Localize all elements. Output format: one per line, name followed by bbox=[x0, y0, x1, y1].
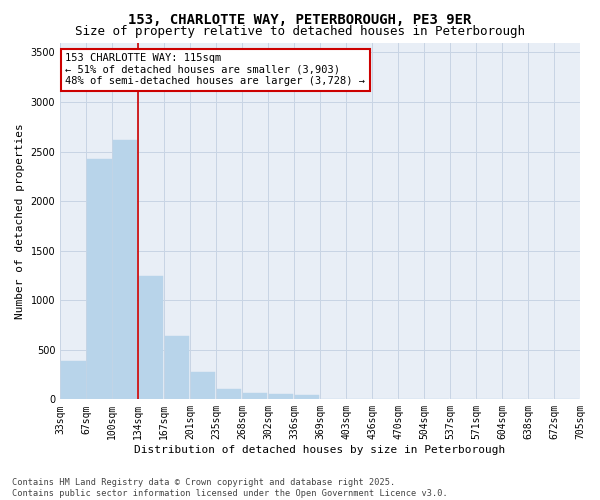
Bar bbox=[139, 276, 163, 400]
Bar bbox=[87, 160, 112, 400]
Text: 153 CHARLOTTE WAY: 115sqm
← 51% of detached houses are smaller (3,903)
48% of se: 153 CHARLOTTE WAY: 115sqm ← 51% of detac… bbox=[65, 53, 365, 86]
Y-axis label: Number of detached properties: Number of detached properties bbox=[15, 123, 25, 319]
Bar bbox=[113, 140, 137, 400]
Text: Size of property relative to detached houses in Peterborough: Size of property relative to detached ho… bbox=[75, 25, 525, 38]
Text: Contains HM Land Registry data © Crown copyright and database right 2025.
Contai: Contains HM Land Registry data © Crown c… bbox=[12, 478, 448, 498]
Bar bbox=[191, 372, 215, 400]
Bar bbox=[295, 396, 319, 400]
Bar bbox=[165, 336, 190, 400]
Bar bbox=[243, 394, 268, 400]
Bar bbox=[61, 360, 86, 400]
Bar bbox=[269, 394, 293, 400]
Bar bbox=[217, 390, 241, 400]
X-axis label: Distribution of detached houses by size in Peterborough: Distribution of detached houses by size … bbox=[134, 445, 506, 455]
Text: 153, CHARLOTTE WAY, PETERBOROUGH, PE3 9ER: 153, CHARLOTTE WAY, PETERBOROUGH, PE3 9E… bbox=[128, 12, 472, 26]
